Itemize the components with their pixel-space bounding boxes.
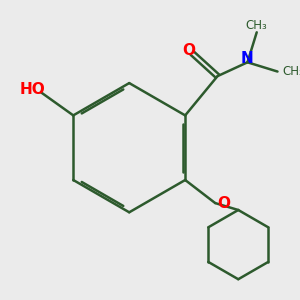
Text: N: N [241,51,254,66]
Text: O: O [217,196,230,211]
Text: O: O [182,43,195,58]
Text: HO: HO [20,82,46,98]
Text: CH₃: CH₃ [283,65,300,78]
Text: CH₃: CH₃ [246,19,268,32]
